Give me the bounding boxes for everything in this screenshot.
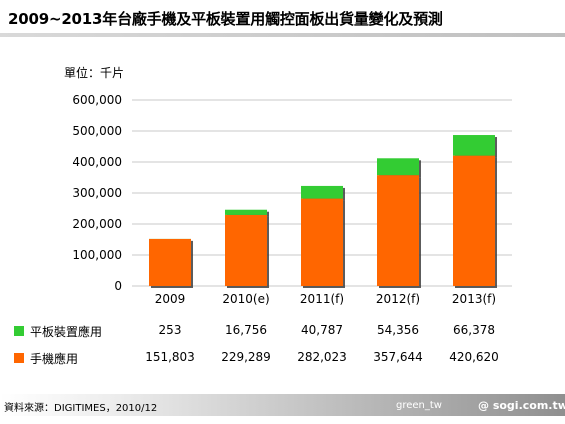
bar-phone [453,155,495,286]
y-tick-label: 600,000 [72,93,122,107]
legend-row-phone: 手機應用 [14,348,78,368]
bar-phone [225,214,267,286]
y-tick-label: 400,000 [72,155,122,169]
author-credit: green_tw [396,400,442,411]
tablet-swatch [14,326,24,336]
bar-tablet [225,209,267,215]
legend-row-tablet: 平板裝置應用 [14,321,102,341]
bar-phone [377,175,419,286]
unit-label: 單位：千片 [64,66,125,80]
bar-tablet [301,185,343,199]
title-divider [0,33,565,37]
bar-phone [301,198,343,286]
tablet-series-name: 平板裝置應用 [30,324,103,339]
y-tick-label: 200,000 [72,217,122,231]
table-cell: 253 [158,323,182,337]
phone-series-name: 手機應用 [30,351,79,366]
x-tick-label: 2009 [155,292,186,306]
phone-swatch [14,353,24,363]
table-cell: 229,289 [221,350,271,364]
table-cell: 282,023 [297,350,347,364]
y-tick-label: 500,000 [72,124,122,138]
table-cell: 40,787 [301,323,343,337]
y-axis: 600,000 500,000 400,000 300,000 200,000 100,0… [72,93,122,293]
source-note: 資料來源：DIGITIMES，2010/12 [4,403,158,414]
x-tick-label: 2012(f) [376,292,420,306]
table-cell: 357,644 [373,350,423,364]
y-tick-label: 100,000 [72,248,122,262]
chart-title: 2009~2013年台廠手機及平板裝置用觸控面板出貨量變化及預測 [8,10,443,28]
bar-tablet [377,158,419,176]
x-axis-labels: 2009 2010(e) 2011(f) 2012(f) 2013(f) [155,292,496,306]
table-cell: 420,620 [449,350,499,364]
bar-phone [149,238,191,286]
y-tick-label: 0 [114,279,122,293]
table-cell: 16,756 [225,323,267,337]
y-tick-label: 300,000 [72,186,122,200]
table-cell: 54,356 [377,323,419,337]
table-cell: 66,378 [453,323,495,337]
x-tick-label: 2011(f) [300,292,344,306]
bars [149,135,497,288]
footer-bar [0,394,565,416]
table-cell: 151,803 [145,350,195,364]
x-tick-label: 2013(f) [452,292,496,306]
x-tick-label: 2010(e) [222,292,269,306]
bar-tablet [453,135,495,156]
website-label: @ sogi.com.tw [478,399,565,412]
